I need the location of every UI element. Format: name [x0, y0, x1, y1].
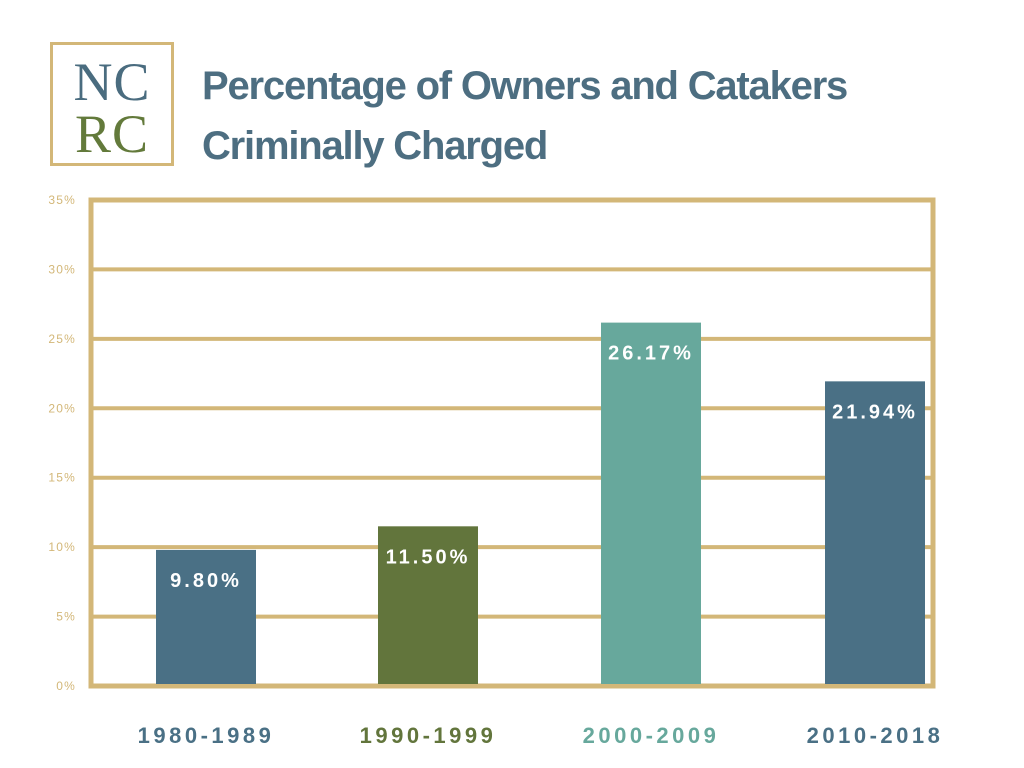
chart-title-line-2: Criminally Charged	[202, 124, 548, 168]
y-tick-label: 30%	[48, 262, 76, 276]
y-tick-label: 10%	[48, 540, 76, 554]
x-tick-label: 1990-1999	[360, 723, 497, 748]
chart-title-line-1: Percentage of Owners and Catakers	[202, 64, 848, 108]
logo-line-1: NC	[73, 52, 151, 112]
data-label: 9.80%	[170, 570, 242, 592]
y-tick-label: 25%	[48, 332, 76, 346]
chart-title: Percentage of Owners and Catakers Crimin…	[202, 56, 982, 176]
data-label: 26.17%	[608, 343, 694, 365]
data-label: 11.50%	[386, 546, 471, 568]
bar-2000-2009	[601, 322, 701, 684]
logo-line-2: RC	[74, 104, 150, 164]
x-tick-label: 2010-2018	[807, 723, 944, 748]
y-tick-label: 20%	[48, 401, 76, 415]
x-tick-label: 1980-1989	[138, 723, 275, 748]
y-tick-label: 5%	[56, 610, 76, 624]
y-tick-label: 35%	[48, 193, 76, 207]
bar-2010-2018	[825, 381, 925, 684]
x-tick-label: 2000-2009	[583, 723, 720, 748]
data-label: 21.94%	[832, 401, 918, 423]
y-tick-label: 0%	[56, 679, 76, 693]
bar-1980-1989	[156, 549, 256, 684]
y-tick-label: 15%	[48, 471, 76, 485]
ncrc-logo: NC RC	[50, 42, 174, 166]
bar-1990-1999	[378, 526, 478, 684]
plot-frame	[88, 197, 936, 689]
